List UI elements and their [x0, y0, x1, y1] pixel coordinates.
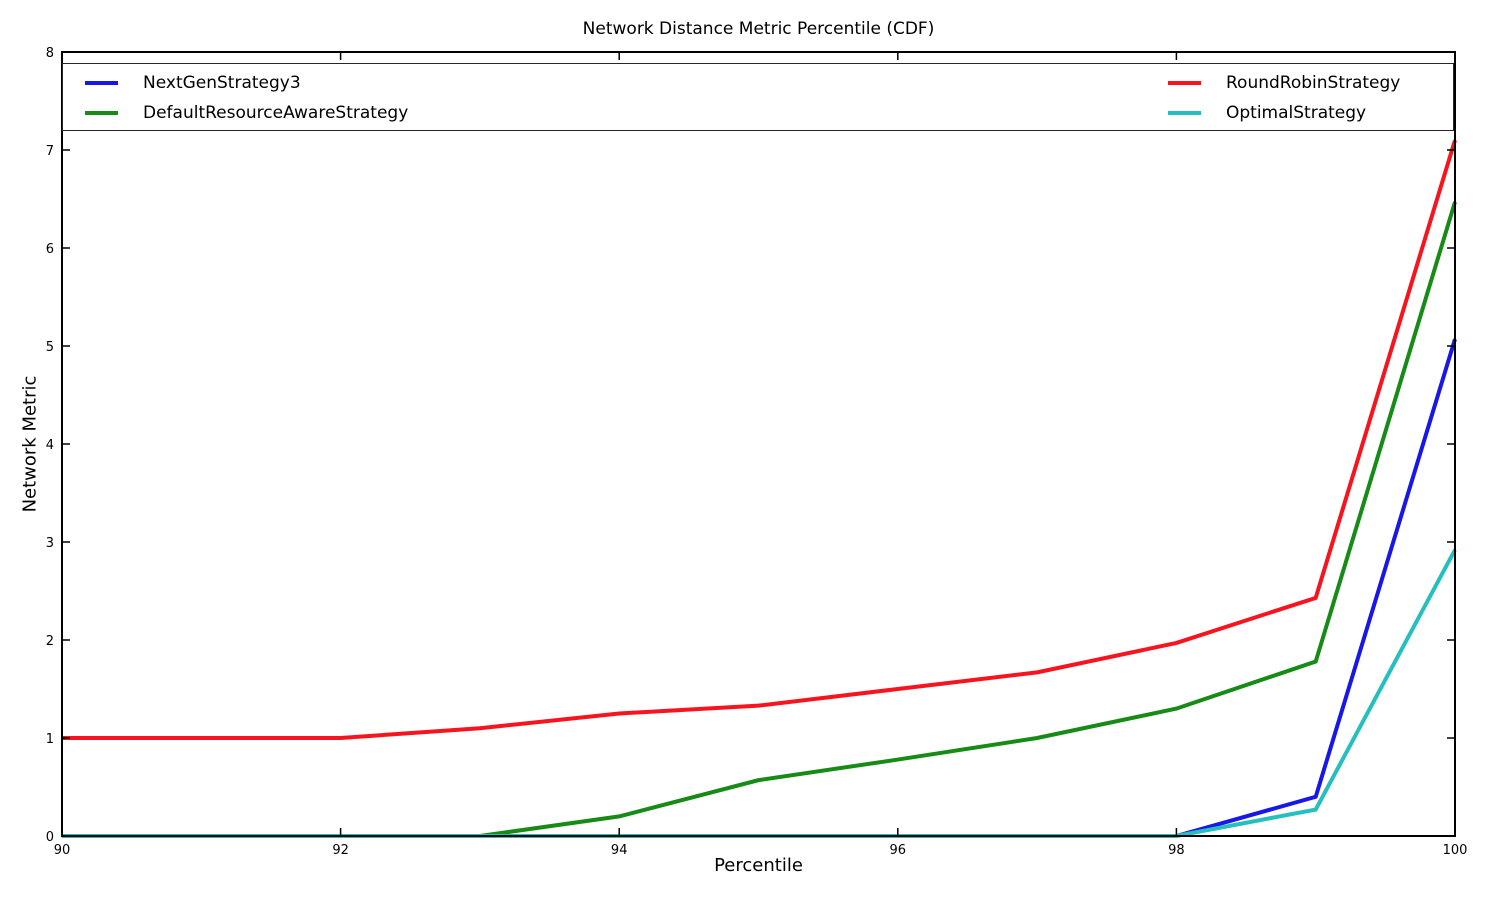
chart-title: Network Distance Metric Percentile (CDF)	[582, 19, 935, 39]
axes-spines	[61, 51, 1456, 837]
series-line-DefaultResourceAwareStrategy	[62, 201, 1457, 838]
x-tick-label: 98	[1168, 843, 1185, 858]
y-tick-label: 6	[46, 242, 54, 257]
x-tick-label: 90	[54, 843, 71, 858]
legend-label: NextGenStrategy3	[143, 73, 301, 93]
y-tick-label: 5	[46, 340, 54, 355]
series-line-RoundRobinStrategy	[62, 139, 1457, 740]
legend-label: RoundRobinStrategy	[1226, 73, 1401, 93]
legend-label: OptimalStrategy	[1226, 103, 1367, 123]
legend-swatch-RoundRobinStrategy	[1168, 81, 1201, 85]
y-tick-label: 7	[46, 144, 54, 159]
y-tick-label: 1	[46, 732, 54, 747]
legend-swatch-OptimalStrategy	[1168, 111, 1201, 115]
y-tick-label: 4	[46, 438, 54, 453]
legend-swatch-DefaultResourceAwareStrategy	[85, 111, 118, 115]
x-tick-label: 92	[332, 843, 349, 858]
legend-entry-DefaultResourceAwareStrategy: DefaultResourceAwareStrategy	[85, 103, 408, 123]
x-tick-label: 100	[1443, 843, 1468, 858]
series-line-OptimalStrategy	[62, 548, 1457, 838]
x-tick-label: 96	[890, 843, 907, 858]
legend-entry-NextGenStrategy3: NextGenStrategy3	[85, 73, 301, 93]
x-tick-label: 94	[611, 843, 628, 858]
y-tick-label: 8	[46, 46, 54, 61]
series-line-NextGenStrategy3	[62, 338, 1457, 838]
legend-label: DefaultResourceAwareStrategy	[143, 103, 409, 123]
legend-entry-RoundRobinStrategy: RoundRobinStrategy	[1168, 73, 1400, 93]
y-tick-label: 3	[46, 536, 54, 551]
legend-entry-OptimalStrategy: OptimalStrategy	[1168, 103, 1366, 123]
legend-swatch-NextGenStrategy3	[85, 81, 118, 85]
y-tick-label: 0	[46, 830, 54, 845]
x-axis-label: Percentile	[714, 855, 803, 876]
y-tick-label: 2	[46, 634, 54, 649]
legend: NextGenStrategy3 DefaultResourceAwareStra…	[62, 63, 1454, 131]
